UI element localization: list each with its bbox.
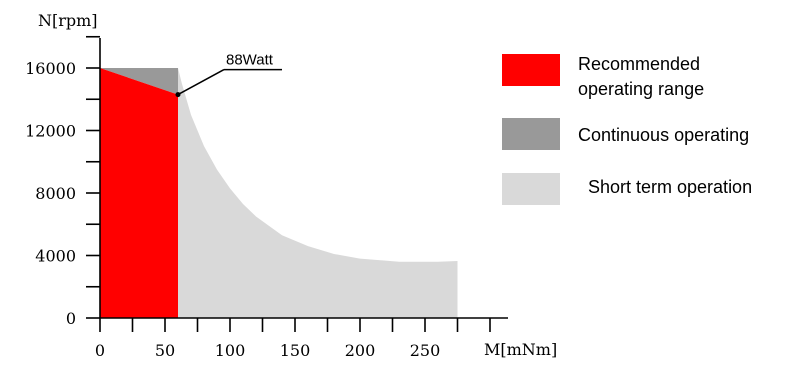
y-axis-label: N[rpm] xyxy=(38,11,98,30)
y-tick-label: 16000 xyxy=(25,59,76,78)
y-tick-label: 0 xyxy=(66,309,76,328)
area-layer xyxy=(100,68,458,318)
legend-swatch-recommended xyxy=(502,54,560,86)
area-recommended-operating-range xyxy=(100,68,178,318)
x-tick-label: 150 xyxy=(280,341,311,360)
legend-swatch-continuous xyxy=(502,118,560,150)
legend-label-short-term: Short term operation xyxy=(588,177,752,197)
x-tick-label: 250 xyxy=(410,341,441,360)
axes-layer: 0 4000 8000 12000 16000 0 50 100 150 200 250 xyxy=(25,35,508,360)
x-tick-label: 0 xyxy=(95,341,105,360)
y-tick-label: 4000 xyxy=(35,247,76,266)
x-axis-label: M[mNm] xyxy=(484,340,557,359)
legend: Recommended operating range Continuous o… xyxy=(502,54,752,205)
annotation-point xyxy=(175,92,181,98)
legend-swatch-short-term xyxy=(502,173,560,205)
legend-label-recommended-line2: operating range xyxy=(578,79,704,99)
legend-label-continuous: Continuous operating xyxy=(578,125,749,145)
annotation-group: 88Watt xyxy=(175,52,282,98)
annotation-label: 88Watt xyxy=(226,52,274,69)
y-tick-label: 8000 xyxy=(35,184,76,203)
y-tick-label: 12000 xyxy=(25,122,76,141)
x-tick-label: 100 xyxy=(215,341,246,360)
area-short-term-operation xyxy=(178,68,458,318)
legend-label-recommended-line1: Recommended xyxy=(578,54,700,74)
annotation-leader-line xyxy=(177,68,225,96)
x-tick-label: 50 xyxy=(155,341,175,360)
x-tick-label: 200 xyxy=(345,341,376,360)
